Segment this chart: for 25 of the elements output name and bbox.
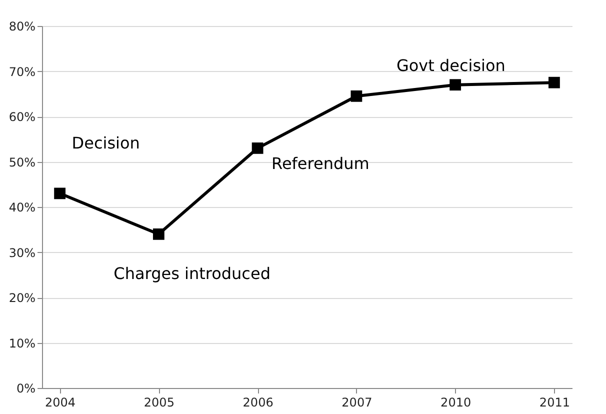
annotation: Referendum [272,154,370,174]
x-tick-label: 2006 [242,396,274,410]
x-tick-label: 2010 [440,396,472,410]
x-tick-label: 2007 [342,396,372,410]
y-tick-label: 70% [8,64,36,79]
x-tick-label: 2011 [539,396,570,410]
y-tick-label: 0% [16,382,36,396]
y-tick-label: 80% [8,20,36,34]
y-tick-label: 40% [8,200,36,214]
y-tick-label: 60% [8,110,36,124]
x-tick-label: 2004 [45,396,76,410]
point [252,142,264,154]
annotation: Charges introduced [114,264,270,284]
y-tick-label: 30% [8,246,36,260]
point [54,188,66,200]
x-tick-label: 2005 [144,396,174,410]
annotation: Decision [72,133,140,152]
point [450,79,462,91]
point [548,76,560,88]
annotation: Govt decision [396,56,506,76]
y-tick-label: 20% [8,291,36,305]
y-tick-label: 10% [8,336,36,350]
point [350,90,362,102]
y-tick-label: 50% [8,155,36,170]
point [152,228,164,240]
